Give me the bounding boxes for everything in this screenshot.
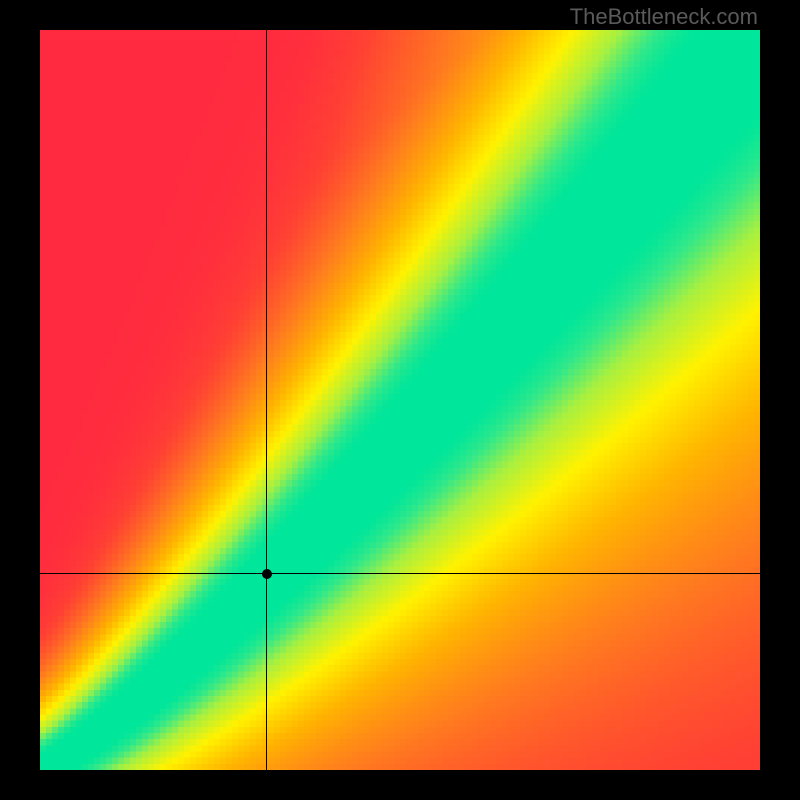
watermark-text: TheBottleneck.com bbox=[570, 4, 758, 30]
bottleneck-heatmap bbox=[40, 30, 760, 770]
crosshair-horizontal bbox=[40, 573, 760, 574]
crosshair-marker bbox=[262, 569, 272, 579]
crosshair-vertical bbox=[266, 30, 267, 770]
chart-container: TheBottleneck.com bbox=[0, 0, 800, 800]
